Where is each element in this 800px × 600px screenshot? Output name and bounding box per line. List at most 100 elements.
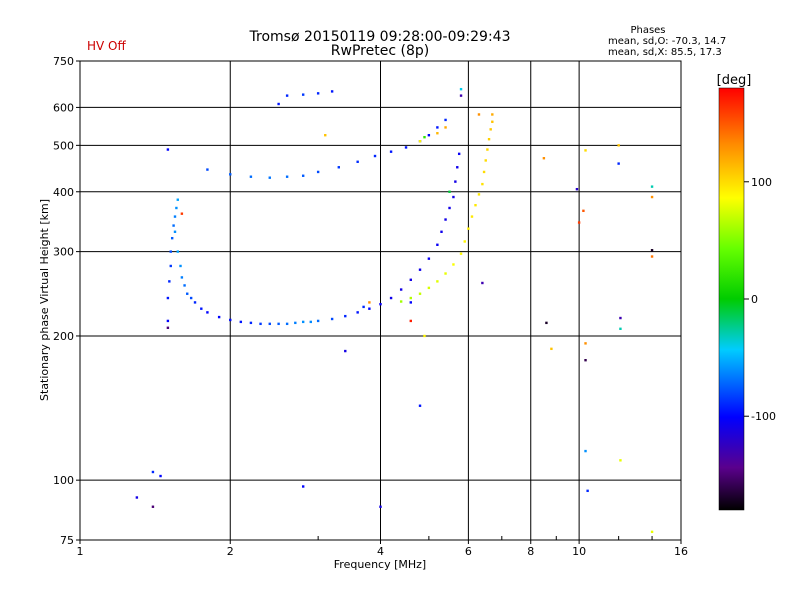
data-point-x (477, 193, 481, 196)
data-point-noise (459, 94, 463, 97)
data-point-o (285, 322, 289, 326)
data-point-noise (650, 530, 654, 534)
data-point-o (239, 320, 243, 324)
data-point-x (324, 133, 327, 137)
data-point-o (200, 307, 203, 310)
y-tick-label: 200 (53, 330, 74, 343)
data-point-x (436, 280, 439, 283)
x-tick-label: 8 (527, 545, 534, 558)
data-point-noise (448, 190, 451, 193)
data-point-noise (584, 359, 587, 362)
data-point-o (301, 93, 305, 96)
colorbar (718, 87, 745, 511)
data-point-noise (619, 327, 622, 331)
data-point-o (169, 264, 172, 268)
data-point-o (259, 322, 262, 326)
data-point-noise (584, 342, 587, 345)
data-point-o (373, 154, 377, 158)
data-points (135, 87, 654, 534)
data-point-noise (362, 305, 365, 309)
data-point-o (454, 180, 457, 183)
data-point-noise (575, 187, 579, 191)
data-point-o (186, 292, 189, 295)
y-tick-label: 75 (60, 534, 74, 547)
hv-status: HV Off (87, 39, 126, 53)
data-point-o (379, 505, 382, 508)
colorbar-tick-label: -100 (751, 410, 776, 423)
x-tick-label: 2 (227, 545, 234, 558)
data-point-x (470, 215, 474, 218)
data-point-o (180, 276, 184, 279)
data-point-o (172, 224, 175, 227)
y-axis-ticks: 75 100 200 300 400 500 600 750 (53, 55, 80, 547)
data-point-o (330, 317, 334, 321)
data-point-o (344, 314, 347, 318)
data-point-x (482, 170, 486, 174)
colorbar-ticks: -100 0 100 (744, 176, 776, 423)
data-point-x (444, 126, 447, 129)
data-point-o (356, 160, 359, 163)
data-point-o (427, 257, 431, 260)
data-point-x (484, 159, 487, 162)
data-point-o (249, 321, 253, 325)
data-point-x (481, 182, 484, 186)
data-point-o (193, 301, 197, 304)
data-point-o (294, 321, 297, 325)
data-point-x (399, 300, 403, 303)
data-point-o (176, 198, 179, 201)
y-tick-label: 100 (53, 474, 74, 487)
x-tick-label: 4 (377, 545, 384, 558)
data-point-noise (166, 148, 170, 151)
data-point-o (344, 349, 347, 353)
x-axis-ticks: 1 2 4 6 8 10 16 (77, 540, 688, 558)
data-point-o (418, 268, 422, 271)
x-axis-label: Frequency [MHz] (334, 558, 426, 571)
data-point-noise (617, 162, 620, 165)
data-point-o (448, 206, 451, 210)
x-tick-label: 1 (77, 545, 84, 558)
data-point-o (379, 302, 382, 306)
data-point-o (389, 150, 393, 153)
data-point-o (436, 243, 439, 246)
x-tick-label: 16 (674, 545, 688, 558)
data-point-noise (542, 157, 546, 160)
data-point-o (409, 278, 412, 281)
colorbar-tick-label: 100 (751, 176, 772, 189)
data-point-o (170, 236, 174, 240)
data-point-o (166, 319, 170, 323)
data-point-o (249, 175, 253, 178)
data-point-x (474, 203, 477, 207)
data-point-noise (619, 459, 622, 462)
data-point-o (427, 133, 431, 137)
data-point-x (418, 140, 422, 143)
data-point-o (176, 250, 179, 253)
x-tick-label: 10 (572, 545, 586, 558)
stats-x-line: mean, sd,X: 85.5, 17.3 (608, 47, 722, 58)
data-point-o (229, 318, 232, 322)
y-tick-label: 600 (53, 101, 74, 114)
y-tick-label: 300 (53, 246, 74, 259)
data-point-x (452, 263, 455, 266)
data-point-noise (586, 489, 589, 493)
data-point-o (217, 315, 221, 319)
data-point-noise (582, 209, 585, 213)
y-tick-label: 750 (53, 55, 74, 68)
data-point-x (486, 148, 489, 151)
data-point-noise (584, 149, 587, 152)
data-point-o (277, 322, 280, 326)
data-point-noise (650, 195, 654, 199)
data-point-o (399, 288, 403, 291)
data-point-x (467, 227, 470, 230)
data-point-o (316, 92, 320, 95)
data-point-o (456, 166, 459, 169)
stats-o-line: mean, sd,O: -70.3, 14.7 (608, 36, 726, 47)
colorbar-label: [deg] (717, 73, 752, 88)
colorbar-tick-label: 0 (751, 293, 758, 306)
data-point-o (301, 320, 305, 324)
data-point-x (409, 296, 412, 300)
data-point-x (418, 292, 422, 295)
data-point-o (268, 176, 271, 179)
data-point-noise (459, 87, 463, 91)
